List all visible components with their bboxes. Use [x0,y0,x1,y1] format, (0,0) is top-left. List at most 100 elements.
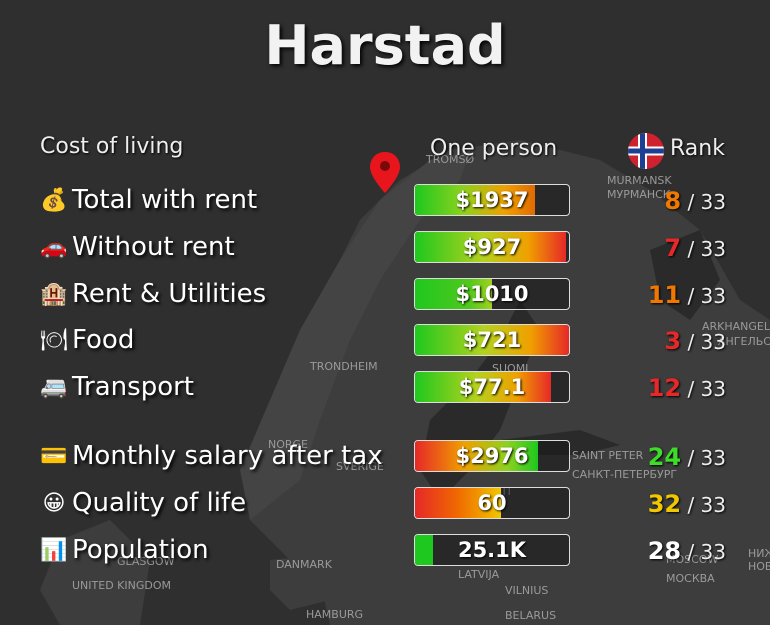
value-bar-text: $927 [462,235,522,259]
map-label-murmansk-ru: МУРМАНСК [607,188,671,201]
plate-icon: 🍽 [40,328,68,353]
uk-landmass [40,520,150,625]
rank-value: 12 / 33 [648,374,726,402]
rank-total: / 33 [687,330,726,354]
rank-total: / 33 [687,540,726,564]
value-bar-fill [415,325,569,355]
rank-header: Rank [670,136,725,161]
rank-total: / 33 [687,284,726,308]
rank-number: 12 [647,374,682,402]
rank-number: 7 [664,234,682,262]
value-bar: 60 [414,487,570,519]
map-label-sverige: SVERIGE [336,460,384,473]
value-bar-fill [415,185,536,215]
building-icon: 🏨 [40,282,68,307]
white-sea [650,230,720,320]
map-label-moskva: МОСКВА [666,572,715,585]
value-bar: $1937 [414,184,570,216]
rank-value: 32 / 33 [648,490,726,518]
map-label-glasgow: GLASGOW [117,555,175,568]
stat-row: 🚗 Without rent $927 7 / 33 [0,230,770,270]
value-bar: $1010 [414,278,570,310]
rank-value: 7 / 33 [664,234,726,262]
value-bar-fill [415,372,551,402]
map-label-murmansk: MURMANSK [607,174,672,187]
stat-row: 💳 Monthly salary after tax $2976 24 / 33 [0,439,770,479]
value-bar: 25.1K [414,534,570,566]
map-label-arkhangelsk: ARKHANGELS [702,320,770,333]
norway-flag-icon [628,133,664,169]
credit-card-icon: 💳 [40,444,68,469]
map-label-nizh: НИЖ [748,547,770,560]
location-pin-icon [370,152,400,193]
value-bar-text: 60 [477,491,507,515]
value-bar-fill [415,232,566,262]
cost-of-living-header: Cost of living [40,134,184,159]
rank-value: 3 / 33 [664,327,726,355]
map-label-norge: NORGE [268,438,308,451]
stat-label: Monthly salary after tax [72,441,383,471]
smile-icon: 😀 [42,491,66,516]
value-bar-fill [415,279,492,309]
map-label-moscow: MOSCOW [666,553,718,566]
rank-number: 32 [647,490,682,518]
stat-row: 😀 Quality of life 60 32 / 33 [0,486,770,526]
map-label-arkhangelsk-ru: АНГЕЛЬС [718,335,770,348]
stat-row: 📊 Population 25.1K 28 / 33 [0,533,770,573]
stat-row: 💰 Total with rent $1937 8 / 33 [0,183,770,223]
rank-value: 24 / 33 [648,443,726,471]
map-label-hamburg: HAMBURG [306,608,363,621]
rank-value: 8 / 33 [664,187,726,215]
value-bar: $721 [414,324,570,356]
denmark-landmass [270,555,330,610]
car-icon: 🚗 [40,235,68,260]
money-bag-icon: 💰 [40,188,68,213]
stat-label: Quality of life [72,488,247,518]
value-bar: $2976 [414,440,570,472]
stat-label: Food [72,325,135,355]
map-label-trondheim: TRONDHEIM [309,360,378,373]
map-label-nov: НОВ [748,560,770,573]
map-label-spb-ru: САНКТ-ПЕТЕРБУРГ [572,468,677,481]
stat-label: Total with rent [72,185,258,215]
value-bar: $77.1 [414,371,570,403]
map-label-saint-peter: SAINT PETER [572,449,644,462]
value-bar-text: $721 [462,328,522,352]
norway-coast [240,150,470,520]
value-bar-fill [415,488,502,518]
value-bar-fill [415,441,539,471]
rank-total: / 33 [687,493,726,517]
value-bar-text: $2976 [455,444,529,468]
stat-label: Without rent [72,232,235,262]
rank-total: / 33 [687,190,726,214]
rank-number: 28 [647,537,682,565]
rank-number: 3 [664,327,682,355]
rank-number: 11 [647,281,682,309]
stat-row: 🍽 Food $721 3 / 33 [0,323,770,363]
rank-total: / 33 [687,237,726,261]
map-label-danmark: DANMARK [276,558,333,571]
rank-value: 28 / 33 [648,537,726,565]
stat-label: Population [72,535,209,565]
rank-total: / 33 [687,446,726,470]
van-icon: 🚐 [40,375,68,400]
stat-row: 🚐 Transport $77.1 12 / 33 [0,370,770,410]
value-bar-text: 25.1K [457,538,527,562]
value-bar-text: $1937 [455,188,529,212]
chart-icon: 📊 [40,538,68,563]
value-bar-text: $77.1 [458,375,526,399]
map-label-tromso: TROMSØ [425,153,474,166]
rank-number: 8 [664,187,682,215]
stat-row: 🏨 Rent & Utilities $1010 11 / 33 [0,277,770,317]
rank-number: 24 [647,443,682,471]
map-label-uk: UNITED KINGDOM [72,579,171,592]
stat-label: Transport [72,372,195,402]
map-label-vilnius: VILNIUS [505,584,548,597]
map-label-latvija: LATVIJA [458,568,500,581]
rank-total: / 33 [687,377,726,401]
map-label-belarus: BELARUS [505,609,556,622]
page-title: Harstad [264,14,506,77]
one-person-header: One person [430,136,558,161]
stat-label: Rent & Utilities [72,279,267,309]
value-bar-fill [415,535,434,565]
